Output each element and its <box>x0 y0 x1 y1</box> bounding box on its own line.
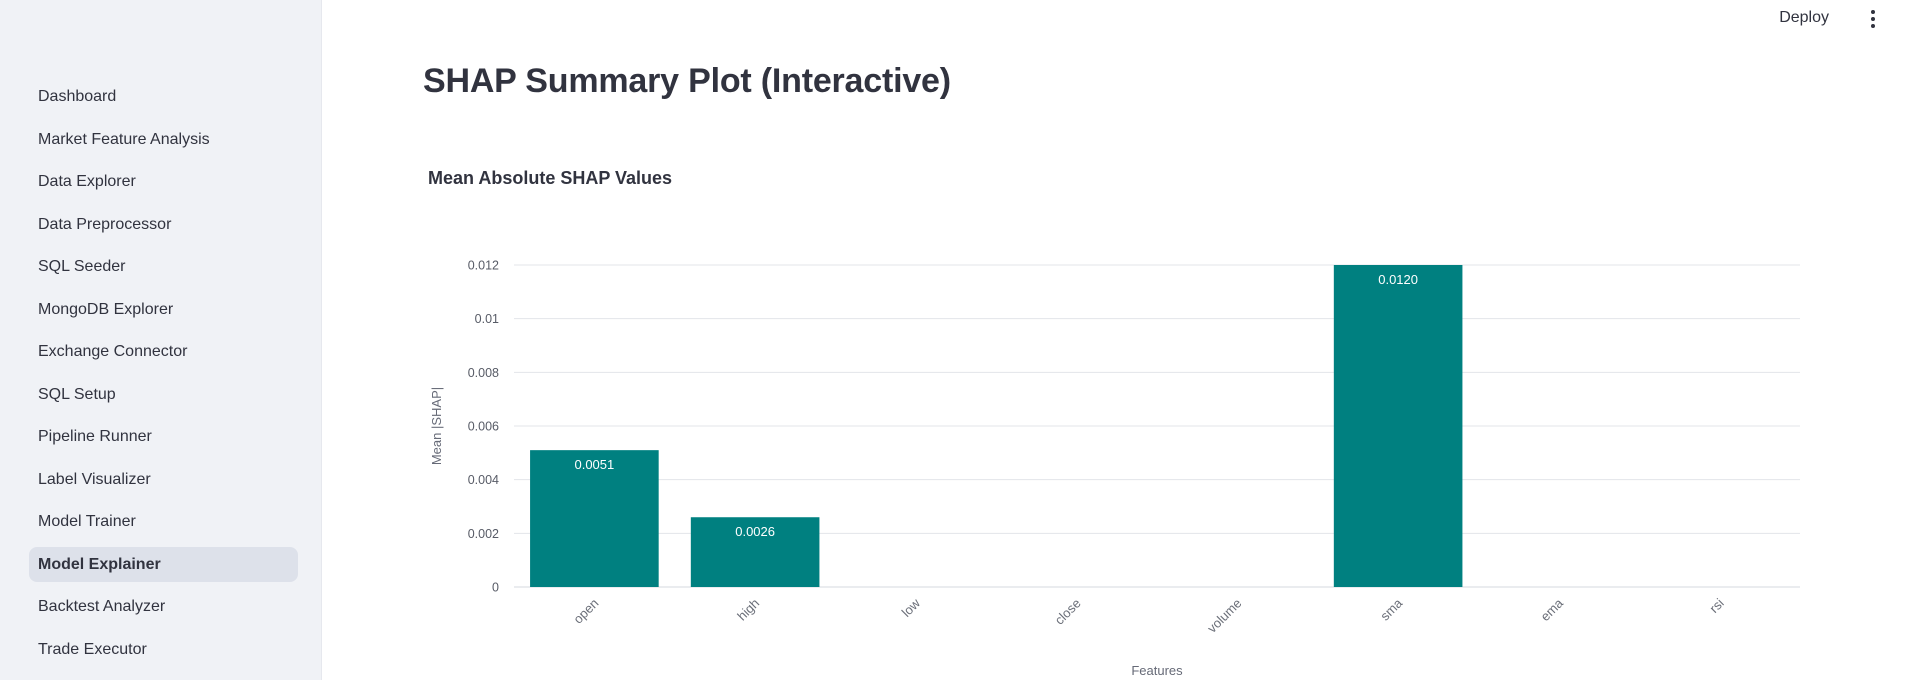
deploy-button[interactable]: Deploy <box>1779 9 1829 26</box>
x-tick-label: high <box>734 596 762 624</box>
y-tick-label: 0 <box>492 581 499 595</box>
sidebar-item-sql-seeder[interactable]: SQL Seeder <box>38 258 126 275</box>
sidebar-item-data-explorer[interactable]: Data Explorer <box>38 173 136 190</box>
y-tick-label: 0.012 <box>468 259 499 273</box>
x-tick-label: low <box>899 595 924 620</box>
sidebar-item-pipeline-runner[interactable]: Pipeline Runner <box>38 428 152 445</box>
sidebar-item-data-preprocessor[interactable]: Data Preprocessor <box>38 215 172 233</box>
y-axis-title: Mean |SHAP| <box>429 387 444 465</box>
bar-open <box>530 450 659 587</box>
y-tick-label: 0.008 <box>468 366 499 380</box>
bar-value-label: 0.0026 <box>735 524 775 539</box>
sidebar-item-market-feature-analysis[interactable]: Market Feature Analysis <box>38 130 210 148</box>
sidebar-nav: Dashboard Market Feature Analysis Data Exp… <box>29 79 298 674</box>
bar-value-label: 0.0120 <box>1378 272 1418 287</box>
bar-high <box>690 517 820 587</box>
x-tick-label: open <box>570 596 601 627</box>
x-tick-label: ema <box>1538 595 1567 624</box>
sidebar: Dashboard Market Feature Analysis Data Exp… <box>0 0 322 680</box>
x-tick-label: sma <box>1377 595 1406 624</box>
x-axis-title: Features <box>1131 663 1183 678</box>
sidebar-item-trade-executor[interactable]: Trade Executor <box>38 640 147 658</box>
page-title: SHAP Summary Plot (Interactive) <box>423 62 951 100</box>
x-tick-label: close <box>1052 596 1084 628</box>
y-tick-label: 0.01 <box>475 312 499 326</box>
sidebar-item-model-explainer[interactable]: Model Explainer <box>29 546 298 582</box>
sidebar-item-label-visualizer[interactable]: Label Visualizer <box>38 470 151 488</box>
y-tick-label: 0.006 <box>468 420 499 434</box>
bar-value-label: 0.0051 <box>574 457 614 472</box>
bar-sma <box>1333 265 1463 587</box>
sidebar-item-exchange-connector[interactable]: Exchange Connector <box>38 343 188 360</box>
sidebar-item-backtest-analyzer[interactable]: Backtest Analyzer <box>38 598 166 615</box>
sidebar-item-model-trainer[interactable]: Model Trainer <box>38 513 136 530</box>
x-tick-label: volume <box>1204 596 1244 636</box>
sidebar-item-sql-setup[interactable]: SQL Setup <box>38 385 116 403</box>
top-toolbar: Deploy <box>1617 0 1917 40</box>
y-tick-label: 0.004 <box>468 473 499 487</box>
x-tick-label: rsi <box>1706 595 1726 615</box>
sidebar-item-dashboard[interactable]: Dashboard <box>38 88 117 105</box>
y-tick-label: 0.002 <box>468 527 499 541</box>
chart-title: Mean Absolute SHAP Values <box>428 168 673 188</box>
sidebar-item-mongodb-explorer[interactable]: MongoDB Explorer <box>38 300 174 318</box>
kebab-menu-icon[interactable] <box>1867 10 1879 30</box>
